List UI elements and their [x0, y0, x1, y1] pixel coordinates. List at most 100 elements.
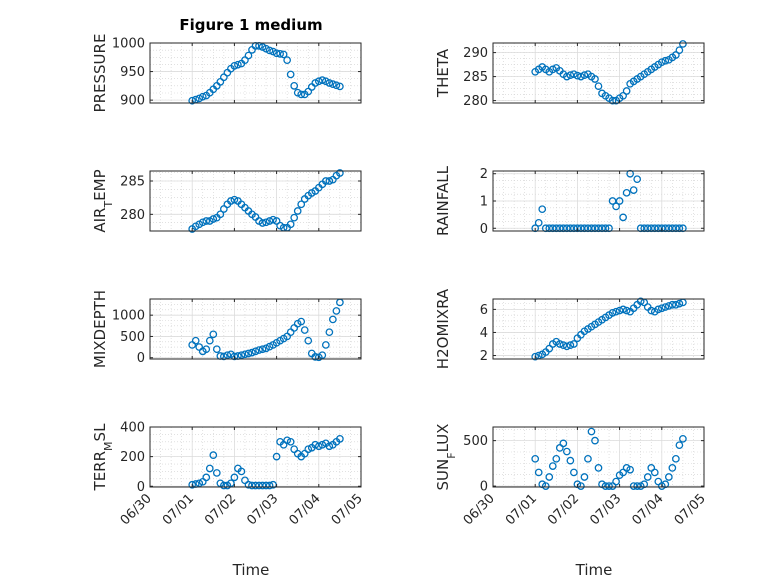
- data-point: [230, 195, 239, 204]
- y-tick-label: 280: [463, 94, 488, 109]
- data-point: [552, 454, 561, 463]
- panel-h2omixra: 2 4 6 H2OMIXRA: [434, 288, 705, 369]
- data-point: [633, 175, 642, 184]
- data-point: [664, 473, 673, 481]
- y-tick-label: 280: [120, 208, 145, 223]
- data-point: [286, 220, 295, 229]
- data-point: [202, 345, 211, 354]
- data-point: [286, 328, 295, 337]
- data-point: [580, 473, 589, 481]
- data-point: [209, 330, 218, 339]
- data-point: [293, 207, 302, 215]
- data-point: [622, 306, 631, 315]
- y-axis-label: PRESSURE: [91, 34, 109, 113]
- data-point: [205, 336, 214, 345]
- data-point: [612, 307, 620, 316]
- data-point: [562, 342, 571, 351]
- data-point: [654, 305, 663, 314]
- figure-title: Figure 1 medium: [179, 16, 322, 34]
- axes-box: [492, 426, 705, 488]
- data-point: [679, 40, 687, 48]
- data-point: [675, 299, 684, 308]
- data-point: [534, 468, 543, 477]
- data-point: [209, 215, 218, 223]
- data-point: [265, 481, 274, 490]
- y-tick-label: 500: [120, 330, 145, 345]
- panel-rainfall: 0 1 2 RAINFALL: [434, 165, 705, 237]
- data-point: [321, 341, 330, 349]
- panel-theta: 280 285 290 THETA: [434, 40, 705, 109]
- data-point: [262, 481, 270, 490]
- axes-box: [492, 298, 705, 360]
- data-point: [605, 482, 613, 490]
- data-point: [619, 305, 627, 314]
- x-tick-label: 07/05: [672, 491, 709, 528]
- data-point: [318, 76, 327, 84]
- x-tick-label: 07/02: [545, 491, 582, 528]
- data-point: [594, 82, 603, 91]
- data-point: [297, 200, 306, 209]
- data-point: [633, 482, 642, 490]
- axes-box: [149, 298, 362, 360]
- data-point: [220, 352, 228, 361]
- data-point: [566, 71, 575, 80]
- data-point: [269, 215, 277, 224]
- data-point: [562, 447, 571, 456]
- data-point: [198, 92, 207, 101]
- data-point: [587, 427, 596, 436]
- y-axis-label: MIXDEPTH: [91, 290, 109, 368]
- data-point: [591, 436, 599, 445]
- y-tick-label: 950: [120, 65, 145, 80]
- data-point: [325, 79, 334, 87]
- data-point: [198, 218, 207, 227]
- y-tick-label: 400: [120, 421, 145, 436]
- data-point: [534, 218, 543, 227]
- x-tick-label: 07/01: [160, 491, 197, 528]
- data-point: [657, 58, 666, 67]
- axes-box: [492, 42, 705, 104]
- axes-box: [149, 170, 362, 232]
- x-tick-label: 07/05: [329, 491, 366, 528]
- x-tick-label: 07/02: [202, 491, 239, 528]
- data-point: [262, 218, 270, 227]
- data-point: [562, 72, 571, 81]
- data-point: [220, 481, 228, 490]
- y-axis-label: H2OMIXRA: [434, 288, 452, 369]
- data-point: [329, 80, 337, 88]
- data-point: [548, 65, 557, 74]
- data-point: [237, 467, 246, 476]
- y-tick-label: 4: [480, 326, 488, 341]
- data-point: [559, 439, 568, 448]
- data-point: [626, 465, 635, 474]
- y-axis-label: THETA: [434, 48, 452, 98]
- data-point: [608, 308, 617, 317]
- data-point: [615, 197, 624, 205]
- data-point: [622, 188, 631, 197]
- data-point: [584, 454, 592, 463]
- data-point: [643, 473, 652, 481]
- data-point: [195, 479, 204, 488]
- data-point: [286, 70, 295, 79]
- data-point: [555, 340, 564, 348]
- data-point: [545, 473, 554, 481]
- data-point: [661, 56, 670, 65]
- data-point: [336, 169, 344, 177]
- y-tick-label: 1000: [112, 37, 145, 52]
- y-tick-label: 0: [480, 222, 488, 237]
- x-tick-label: 07/04: [630, 491, 667, 528]
- y-tick-label: 0: [480, 480, 488, 495]
- data-point: [675, 46, 684, 55]
- y-tick-label: 500: [463, 434, 488, 449]
- y-tick-label: 285: [120, 175, 145, 190]
- data-point: [566, 456, 575, 465]
- data-point: [661, 303, 670, 311]
- data-point: [244, 51, 253, 60]
- data-point: [251, 347, 260, 356]
- data-point: [668, 464, 677, 472]
- data-point: [664, 302, 673, 310]
- panel-air-temp: 280 285 AIRTEMP: [91, 169, 362, 233]
- data-point: [191, 336, 200, 345]
- data-point: [188, 96, 197, 105]
- panel-sun-flux: 0 500 06/30 07/01 07/02 07/03 07/04 07/05 SUNFLU…: [434, 424, 709, 529]
